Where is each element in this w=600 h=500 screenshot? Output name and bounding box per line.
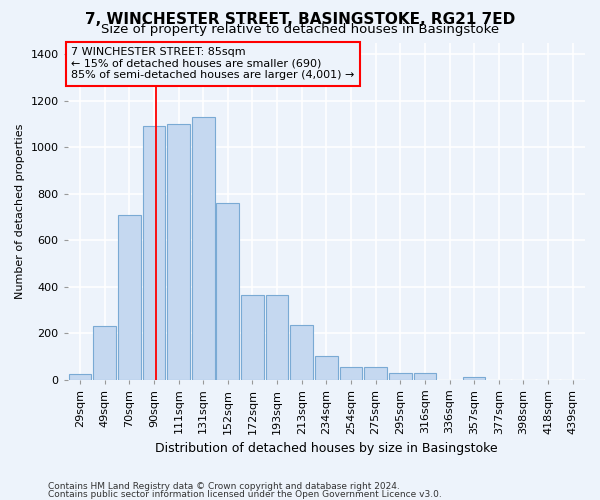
Bar: [413, 374, 436, 380]
Bar: [118, 214, 140, 380]
Text: 7 WINCHESTER STREET: 85sqm
← 15% of detached houses are smaller (690)
85% of sem: 7 WINCHESTER STREET: 85sqm ← 15% of deta…: [71, 47, 355, 80]
Bar: [68, 374, 91, 380]
X-axis label: Distribution of detached houses by size in Basingstoke: Distribution of detached houses by size …: [155, 442, 497, 455]
Text: Size of property relative to detached houses in Basingstoke: Size of property relative to detached ho…: [101, 24, 499, 36]
Bar: [192, 117, 215, 380]
Bar: [364, 367, 387, 380]
Bar: [143, 126, 165, 380]
Bar: [389, 374, 412, 380]
Bar: [94, 326, 116, 380]
Bar: [241, 295, 264, 380]
Text: Contains public sector information licensed under the Open Government Licence v3: Contains public sector information licen…: [48, 490, 442, 499]
Text: Contains HM Land Registry data © Crown copyright and database right 2024.: Contains HM Land Registry data © Crown c…: [48, 482, 400, 491]
Y-axis label: Number of detached properties: Number of detached properties: [15, 124, 25, 299]
Bar: [167, 124, 190, 380]
Bar: [266, 295, 289, 380]
Bar: [463, 378, 485, 380]
Text: 7, WINCHESTER STREET, BASINGSTOKE, RG21 7ED: 7, WINCHESTER STREET, BASINGSTOKE, RG21 …: [85, 12, 515, 28]
Bar: [340, 367, 362, 380]
Bar: [290, 325, 313, 380]
Bar: [217, 203, 239, 380]
Bar: [315, 356, 338, 380]
